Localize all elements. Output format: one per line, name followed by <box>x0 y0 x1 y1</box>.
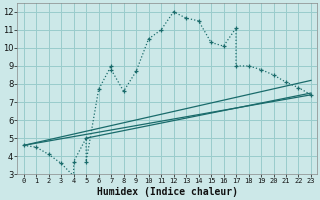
X-axis label: Humidex (Indice chaleur): Humidex (Indice chaleur) <box>97 187 238 197</box>
